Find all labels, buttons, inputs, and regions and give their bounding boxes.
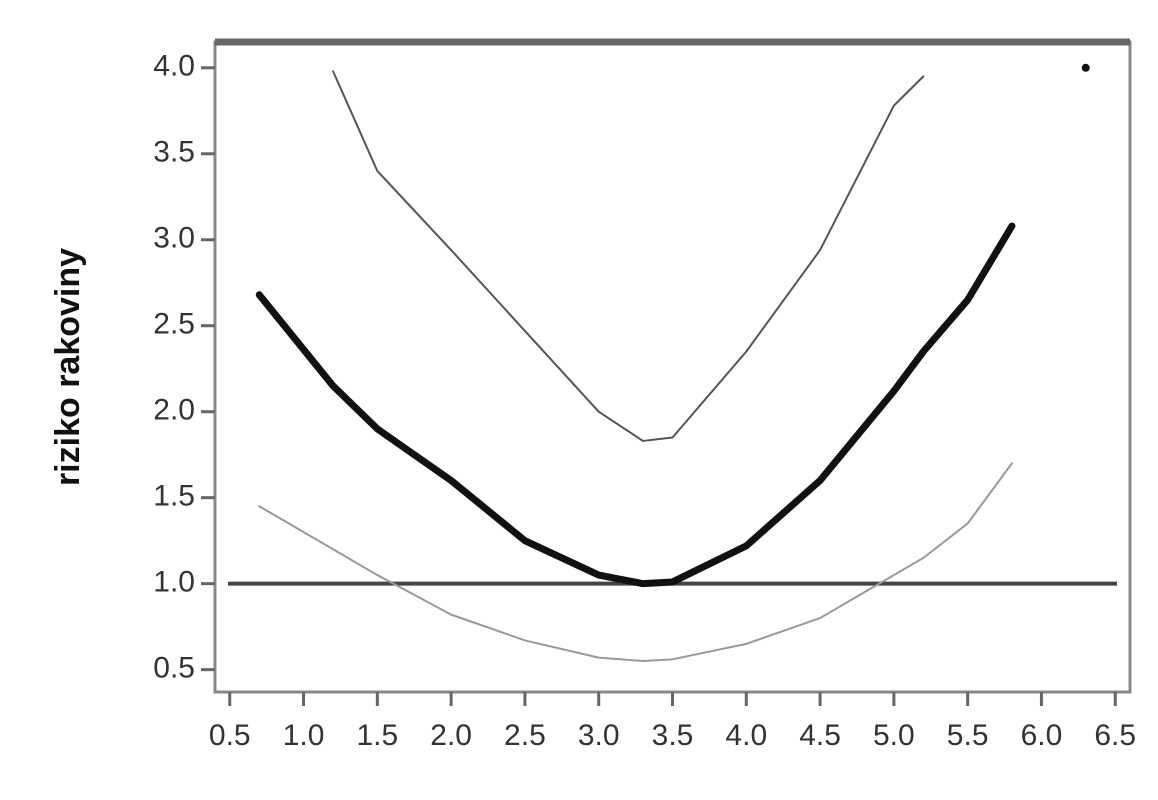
y-tick-label: 2.5 xyxy=(153,308,195,341)
x-tick-label: 2.5 xyxy=(504,719,546,752)
y-tick-label: 0.5 xyxy=(153,652,195,685)
plot-frame xyxy=(213,40,1132,694)
y-tick-label: 1.0 xyxy=(153,566,195,599)
curve xyxy=(258,462,1013,663)
x-tick-label: 5.5 xyxy=(947,719,989,752)
point xyxy=(1081,63,1090,72)
x-tick-label: 1.0 xyxy=(283,719,325,752)
curve xyxy=(255,222,1016,588)
x-tick-label: 4.5 xyxy=(799,719,841,752)
y-tick-label: 3.0 xyxy=(153,222,195,255)
curve xyxy=(332,70,925,442)
x-tick-label: 6.5 xyxy=(1094,719,1136,752)
x-tick-label: 4.0 xyxy=(725,719,767,752)
x-tick-label: 6.0 xyxy=(1021,719,1063,752)
x-tick-label: 5.0 xyxy=(873,719,915,752)
y-tick-label: 3.5 xyxy=(153,136,195,169)
x-tick-label: 1.5 xyxy=(356,719,398,752)
x-tick-label: 3.0 xyxy=(578,719,620,752)
y-tick-label: 1.5 xyxy=(153,480,195,513)
y-tick-label: 2.0 xyxy=(153,394,195,427)
x-tick-label: 0.5 xyxy=(209,719,251,752)
y-tick-label: 4.0 xyxy=(153,50,195,83)
y-axis-label: riziko rakoviny xyxy=(49,248,87,486)
x-tick-label: 3.5 xyxy=(652,719,694,752)
x-tick-label: 2.0 xyxy=(430,719,472,752)
